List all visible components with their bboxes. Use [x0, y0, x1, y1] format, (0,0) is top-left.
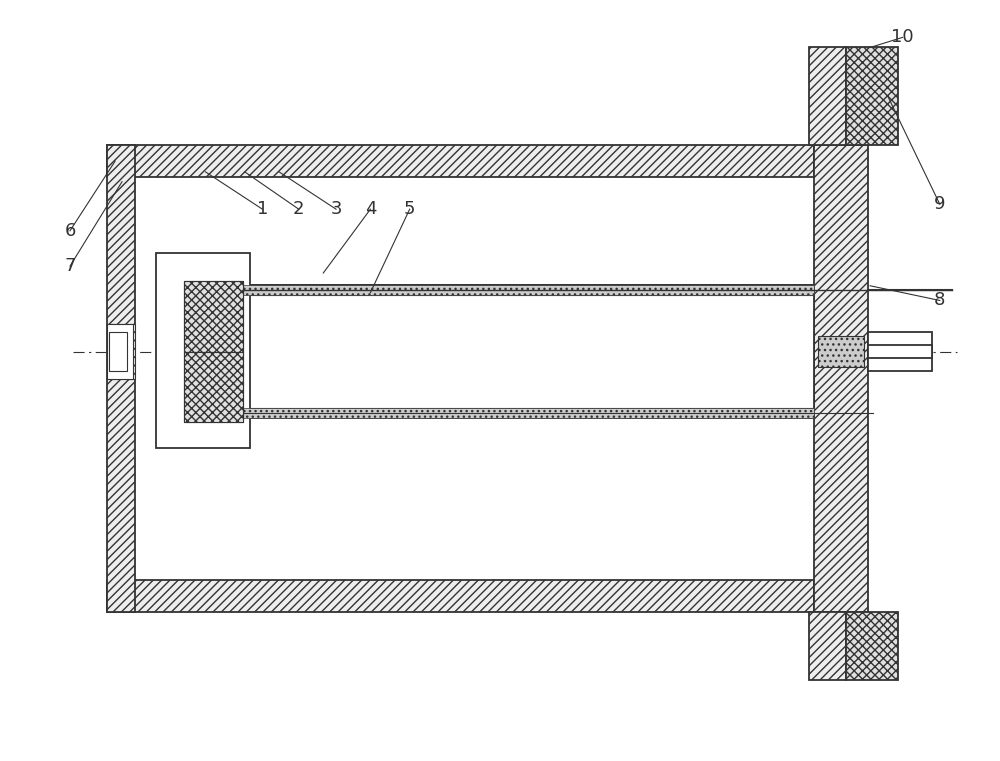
Bar	[818, 336, 864, 368]
Bar	[156, 253, 250, 447]
Text: 9: 9	[934, 196, 946, 213]
Text: 8: 8	[934, 291, 946, 310]
Text: 2: 2	[293, 200, 304, 218]
Bar	[846, 612, 898, 680]
Bar	[243, 285, 814, 295]
Bar	[135, 177, 814, 581]
Bar	[809, 47, 846, 145]
Text: 4: 4	[365, 200, 376, 218]
Bar	[243, 409, 814, 419]
Text: 3: 3	[330, 200, 342, 218]
Bar	[184, 281, 243, 352]
Text: 1: 1	[257, 200, 268, 218]
Bar	[107, 324, 133, 379]
Text: 6: 6	[64, 221, 76, 240]
Bar	[237, 285, 814, 419]
Bar	[109, 332, 127, 371]
Bar	[107, 581, 814, 612]
Text: 10: 10	[891, 28, 914, 46]
Bar	[809, 612, 846, 680]
Bar	[184, 352, 243, 422]
Bar	[184, 281, 243, 352]
Bar	[814, 145, 868, 612]
Text: 7: 7	[64, 257, 76, 275]
Bar	[107, 324, 135, 379]
Bar	[868, 345, 932, 358]
Bar	[868, 332, 932, 371]
Bar	[107, 145, 814, 177]
Text: 5: 5	[404, 200, 415, 218]
Bar	[184, 352, 243, 422]
Bar	[846, 47, 898, 145]
Bar	[107, 145, 135, 612]
